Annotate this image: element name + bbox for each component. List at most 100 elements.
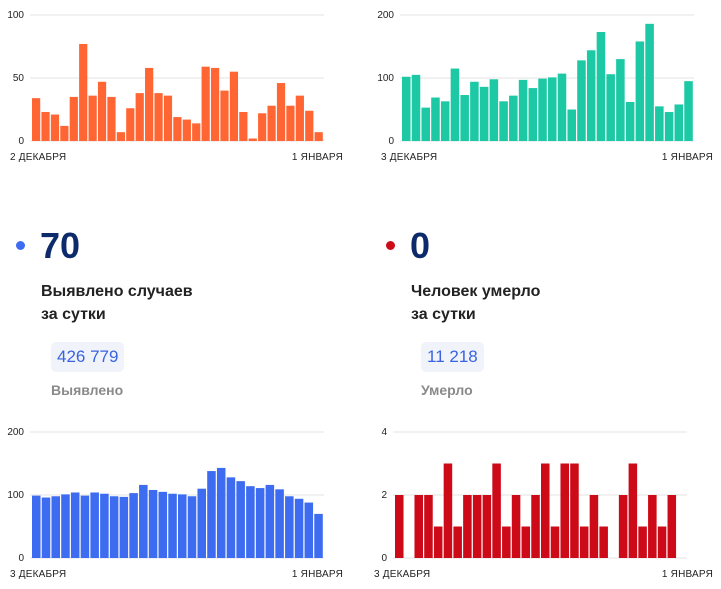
bar: [50, 114, 60, 141]
bar: [267, 105, 276, 141]
bar: [411, 74, 421, 141]
bar: [599, 526, 608, 558]
bar: [70, 492, 80, 558]
bar: [60, 125, 69, 141]
bar: [97, 81, 107, 141]
bar: [482, 495, 492, 558]
bar: [521, 526, 531, 558]
bar: [421, 107, 430, 141]
bar: [450, 68, 460, 141]
bar: [596, 32, 606, 142]
bar: [489, 79, 499, 141]
bar: [295, 95, 304, 141]
bar: [479, 86, 489, 141]
cases-dot: [16, 241, 25, 250]
bar: [541, 463, 550, 558]
bar: [163, 95, 173, 141]
deaths-total-label: Умерло: [421, 382, 473, 398]
bar: [126, 108, 135, 141]
cases-label-line1: Выявлено случаев: [41, 283, 193, 300]
bar: [135, 93, 144, 141]
bar: [628, 463, 638, 558]
bar: [61, 494, 70, 558]
y-tick-label: 0: [388, 136, 394, 147]
bar: [192, 123, 201, 141]
bar: [158, 491, 168, 558]
y-tick-label: 0: [381, 553, 387, 564]
bar: [674, 104, 684, 141]
bar: [69, 96, 78, 141]
bar: [129, 493, 138, 558]
cases-label-line2: за сутки: [41, 306, 106, 323]
bar: [577, 60, 586, 141]
bar: [531, 495, 540, 558]
bar: [657, 526, 667, 558]
bar: [51, 496, 60, 558]
bar: [684, 81, 693, 141]
bar: [276, 83, 286, 141]
bar: [557, 73, 567, 141]
y-tick-label: 50: [13, 73, 25, 84]
bar: [201, 66, 210, 141]
bar: [667, 495, 677, 558]
bar: [275, 489, 284, 558]
bar: [606, 74, 615, 141]
deaths-label-line2: за сутки: [411, 306, 476, 323]
bar: [119, 496, 129, 558]
bar: [589, 495, 599, 558]
bar: [502, 526, 511, 558]
bar: [509, 95, 518, 141]
bar: [499, 101, 508, 141]
bar: [154, 93, 163, 141]
bar: [178, 494, 187, 558]
bar: [248, 138, 257, 141]
bar: [304, 502, 314, 558]
bar: [197, 488, 206, 558]
bar: [433, 526, 443, 558]
bar: [424, 495, 433, 558]
y-tick-label: 2: [381, 490, 387, 501]
bar: [168, 493, 177, 558]
bar: [518, 79, 528, 141]
y-tick-label: 100: [377, 73, 394, 84]
x-end-label: 1 ЯНВАРЯ: [662, 569, 713, 580]
bar: [258, 113, 267, 141]
bar: [550, 526, 560, 558]
bar: [285, 496, 294, 558]
bar: [239, 112, 248, 141]
bar: [560, 463, 569, 558]
bar: [145, 67, 154, 141]
bar: [139, 484, 148, 558]
bar: [645, 23, 654, 141]
bar: [570, 463, 579, 558]
bar: [294, 498, 304, 558]
bar: [395, 495, 404, 558]
y-tick-label: 4: [381, 427, 387, 438]
cases-daily-count: 70: [40, 225, 81, 266]
bar: [618, 495, 628, 558]
bar: [528, 88, 538, 141]
bar: [220, 90, 229, 141]
cases-total: 426 779: [51, 342, 125, 372]
bar: [635, 41, 645, 141]
bar: [80, 495, 90, 558]
bar: [463, 495, 472, 558]
deaths-label-line1: Человек умерло: [411, 283, 541, 300]
bar: [107, 96, 116, 141]
bar: [226, 477, 236, 558]
y-tick-label: 0: [18, 136, 24, 147]
bar: [41, 112, 50, 141]
y-tick-label: 100: [7, 490, 24, 501]
bar: [182, 119, 191, 141]
bar: [655, 106, 664, 141]
bar: [511, 495, 521, 558]
bar: [90, 492, 99, 558]
y-tick-label: 200: [7, 427, 24, 438]
x-start-label: 3 ДЕКАБРЯ: [374, 569, 430, 580]
bar: [440, 101, 450, 141]
bar: [538, 78, 547, 141]
bar: [625, 101, 635, 141]
